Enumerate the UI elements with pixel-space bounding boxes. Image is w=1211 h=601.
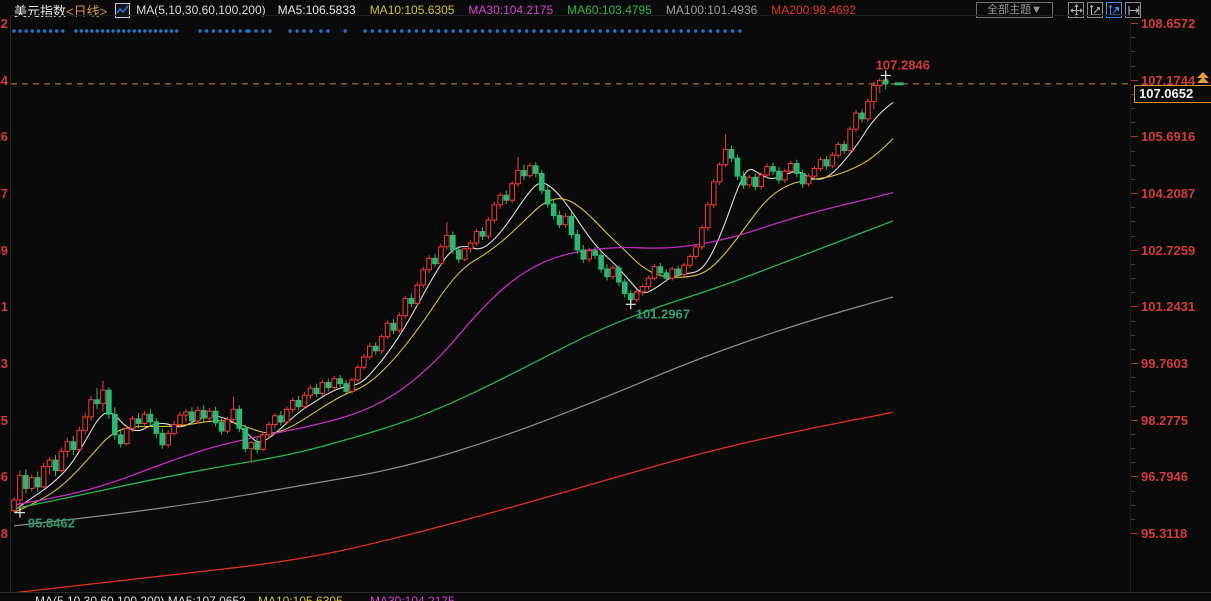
axis-price-label: 96.7946 <box>1141 469 1188 485</box>
axis-price-label: 102.7259 <box>1141 242 1196 258</box>
axis-price-label: 101.2431 <box>1141 299 1196 315</box>
chart-header: 美元指数 <日线> MA(5,10,30,60,100,200) MA5:106.… <box>0 0 1211 20</box>
axis-price-label-clipped: 108.6572 <box>0 16 8 31</box>
plot-top-border <box>10 15 1130 16</box>
svg-text:101.2967: 101.2967 <box>636 306 690 321</box>
move-tool-button[interactable] <box>1068 2 1084 18</box>
axis-price-label-clipped: 96.7946 <box>0 469 8 485</box>
axis-price-label-clipped: 107.1744 <box>0 72 8 88</box>
indicator-icon[interactable] <box>115 2 131 18</box>
axis-price-label: 108.6572 <box>1141 16 1196 31</box>
toolbar: 全部主题▼ <box>976 2 1141 18</box>
ma-value: MA100:101.4936 <box>665 3 758 17</box>
svg-text:107.2846: 107.2846 <box>876 57 930 72</box>
clipped-indicator-text: MA30:104.2175 <box>370 594 455 601</box>
clipped-indicator-text: MA(5,10,30,60,100,200) MA5:107.0652 <box>35 594 246 601</box>
left-price-axis-clipped: 108.6572 107.1744 105.6916 104.2087 102.7259… <box>0 0 9 592</box>
ma-value: MA60:103.4795 <box>567 3 652 17</box>
next-pane-header-clipped: MA(5,10,30,60,100,200) MA5:107.0652 MA10:… <box>0 593 1211 601</box>
axis-price-label: 105.6916 <box>1141 129 1196 145</box>
pan-right-icon <box>1127 5 1139 15</box>
ma-group-label: MA(5,10,30,60,100,200) <box>136 3 266 17</box>
axis-price-label: 95.3118 <box>1141 526 1188 542</box>
axis-price-label-clipped: 98.2775 <box>0 412 8 428</box>
plot-right-border <box>1130 15 1131 592</box>
axis-price-label-clipped: 101.2431 <box>0 299 8 315</box>
period-label: <日线> <box>66 3 108 19</box>
axis-price-label-clipped: 102.7259 <box>0 242 8 258</box>
axis-scale-icon <box>1089 4 1101 16</box>
axis-scale-active-icon <box>1108 4 1120 16</box>
axis-price-label: 104.2087 <box>1141 186 1196 202</box>
symbol-title: 美元指数 <box>14 3 67 19</box>
ma-value: MA5:106.5833 <box>277 3 356 17</box>
axis-price-label-clipped: 99.7603 <box>0 356 8 372</box>
axis-price-label-clipped: 105.6916 <box>0 129 8 145</box>
svg-text:95.8462: 95.8462 <box>28 516 75 531</box>
scale-axis-active-button[interactable] <box>1106 2 1122 18</box>
ma-value: MA30:104.2175 <box>468 3 554 17</box>
scale-axis-button[interactable] <box>1087 2 1103 18</box>
ma-value: MA10:105.6305 <box>369 3 455 17</box>
theme-selector-dropdown[interactable]: 全部主题▼ <box>976 2 1053 18</box>
plot-left-border <box>10 15 11 592</box>
last-price-box: 107.0652 <box>1134 84 1211 103</box>
clipped-indicator-text: MA10:105.6305 <box>258 594 343 601</box>
ma-value: MA200:98.4692 <box>771 3 857 17</box>
axis-price-label-clipped: 104.2087 <box>0 186 8 202</box>
axis-price-label: 99.7603 <box>1141 356 1188 372</box>
ma-values: MA5:106.5833 MA10:105.6305 MA30:104.2175 MA… <box>278 3 856 17</box>
axis-price-label: 107.1744 <box>1141 72 1196 88</box>
pane-divider <box>0 592 1211 593</box>
axis-price-label: 98.2775 <box>1141 412 1188 428</box>
axis-price-label-clipped: 95.3118 <box>0 526 8 542</box>
pan-right-button[interactable] <box>1125 2 1141 18</box>
